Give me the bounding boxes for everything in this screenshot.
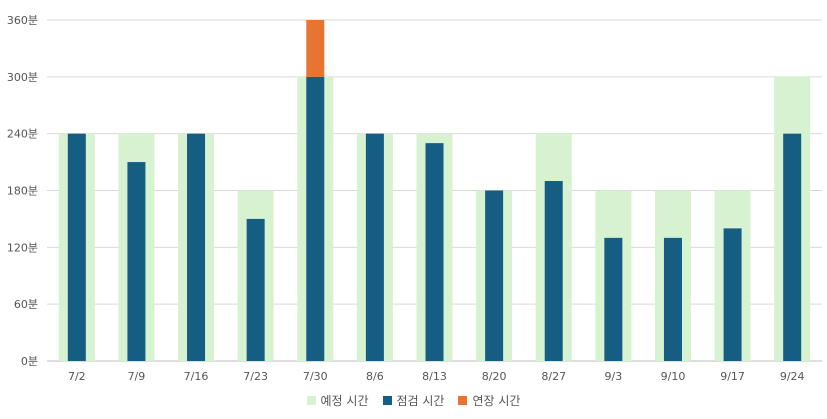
y-tick-label: 60분 [14, 298, 38, 311]
bar-inspection[interactable] [365, 133, 384, 361]
x-tick-label: 7/9 [128, 370, 146, 383]
x-tick-label: 7/16 [184, 370, 209, 383]
x-tick-label: 8/20 [482, 370, 507, 383]
bar-extension[interactable] [306, 20, 325, 77]
bar-inspection[interactable] [187, 133, 206, 361]
x-axis: 7/2 7/9 7/16 7/23 7/30 8/6 8/13 8/20 8/27 9/3 9/10… [68, 370, 805, 383]
y-tick-label: 360분 [7, 14, 38, 27]
x-tick-label: 7/30 [303, 370, 328, 383]
bar-inspection[interactable] [127, 162, 146, 361]
y-tick-label: 120분 [7, 241, 38, 254]
y-tick-label: 0분 [21, 355, 38, 368]
bar-inspection[interactable] [544, 181, 563, 361]
legend: 예정 시간 점검 시간 연장 시간 [0, 392, 827, 409]
bar-inspection[interactable] [485, 190, 504, 362]
y-tick-label: 240분 [7, 128, 38, 141]
x-tick-label: 7/23 [243, 370, 268, 383]
bar-inspection[interactable] [425, 143, 444, 361]
bar-inspection[interactable] [663, 237, 682, 361]
legend-label-inspection: 점검 시간 [396, 394, 445, 408]
bar-inspection[interactable] [67, 133, 86, 361]
x-tick-label: 8/13 [422, 370, 447, 383]
bar-inspection[interactable] [306, 76, 325, 361]
bar-inspection[interactable] [723, 228, 742, 361]
x-tick-label: 8/6 [366, 370, 384, 383]
legend-item-scheduled[interactable]: 예정 시간 [306, 392, 369, 409]
x-tick-label: 9/17 [720, 370, 745, 383]
bar-inspection[interactable] [604, 237, 623, 361]
bar-chart: 0분 60분 120분 180분 240분 300분 360분 7/2 7/9 7/16 7/23… [7, 14, 822, 383]
y-axis: 0분 60분 120분 180분 240분 300분 360분 [7, 14, 38, 368]
x-tick-label: 9/24 [780, 370, 805, 383]
legend-item-extension[interactable]: 연장 시간 [458, 392, 520, 409]
x-tick-label: 7/2 [68, 370, 86, 383]
legend-swatch-scheduled [306, 396, 316, 405]
legend-label-extension: 연장 시간 [472, 394, 521, 408]
x-tick-label: 9/10 [661, 370, 686, 383]
x-tick-label: 8/27 [541, 370, 566, 383]
legend-label-scheduled: 예정 시간 [320, 394, 369, 408]
legend-item-inspection[interactable]: 점검 시간 [382, 392, 445, 409]
bars [58, 20, 811, 362]
bar-inspection[interactable] [246, 218, 265, 361]
bar-inspection[interactable] [783, 133, 802, 361]
legend-swatch-inspection [382, 396, 392, 405]
y-tick-label: 300분 [7, 71, 38, 84]
y-tick-label: 180분 [7, 185, 38, 198]
legend-swatch-extension [458, 396, 468, 405]
x-tick-label: 9/3 [604, 370, 622, 383]
